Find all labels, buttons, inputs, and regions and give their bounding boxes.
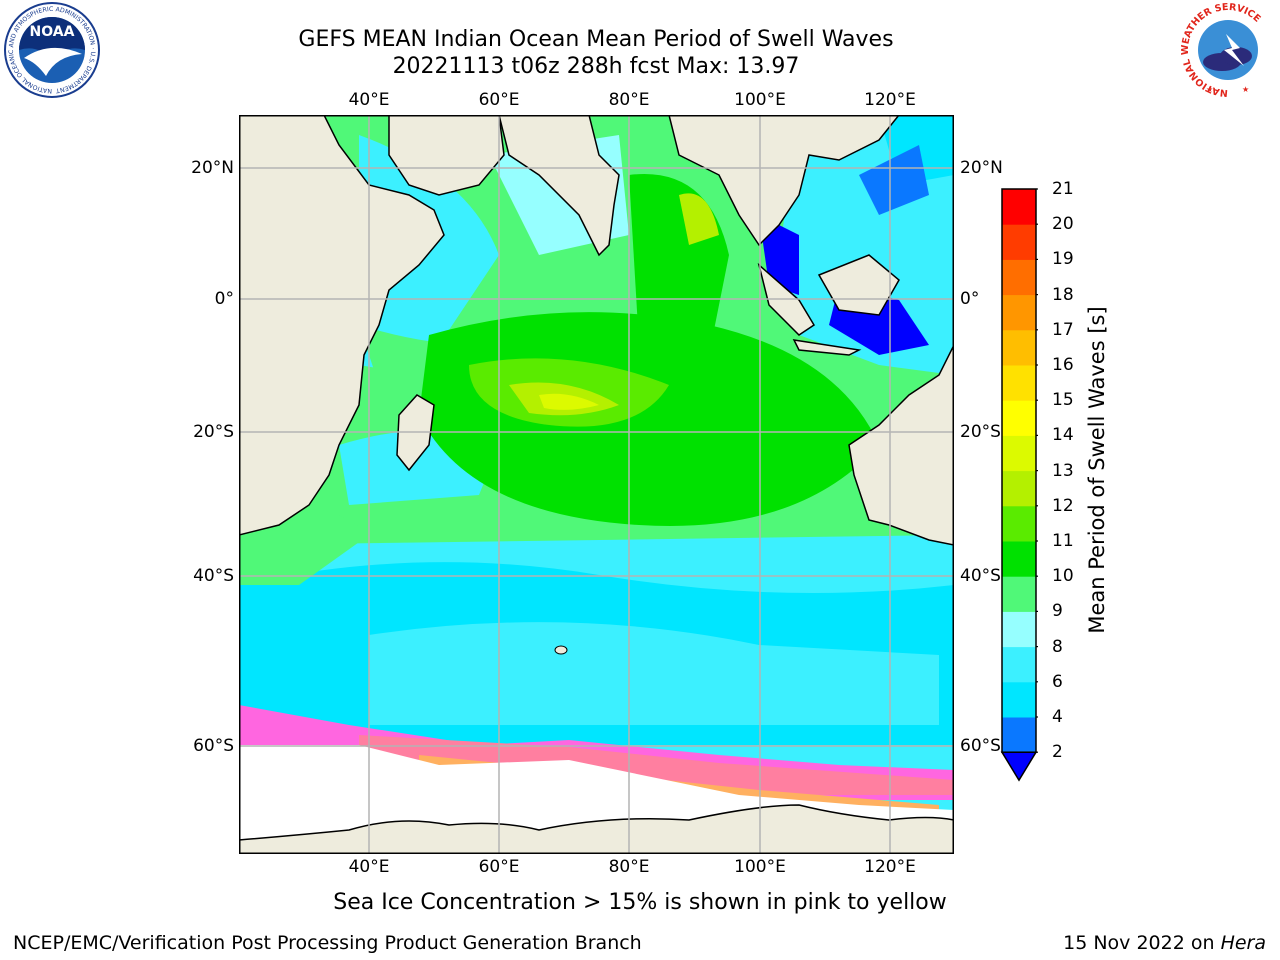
noaa-logo: NATIONAL OCEANIC AND ATMOSPHERIC ADMINIS…	[0, 0, 104, 100]
forecast-subtitle: 20221113 t06z 288h fcst Max: 13.97	[392, 54, 800, 79]
colorbar-segment	[1002, 505, 1036, 542]
colorbar-segment	[1002, 681, 1036, 718]
colorbar-tick-label: 16	[1052, 355, 1074, 375]
colorbar-segment	[1002, 470, 1036, 507]
colorbar-label: Mean Period of Swell Waves [s]	[1085, 306, 1109, 634]
lat-label-left-20n: 20°N	[191, 158, 234, 178]
colorbar-tick-label: 17	[1052, 319, 1074, 340]
colorbar-tick-label: 21	[1052, 179, 1074, 199]
lat-label-left-0: 0°	[214, 289, 234, 309]
lat-label-left-20s: 20°S	[193, 422, 234, 442]
colorbar-tick-label: 11	[1052, 531, 1074, 551]
lon-label-bottom-100e: 100°E	[734, 857, 786, 877]
colorbar-tick-label: 15	[1052, 390, 1074, 411]
colorbar-segment	[1002, 646, 1036, 683]
colorbar-segment	[1002, 576, 1036, 612]
nws-logo: NATIONAL WEATHER SERVICE ★ ★	[1176, 0, 1280, 100]
footer-host: Hera	[1220, 932, 1266, 954]
lon-label-top-80e: 80°E	[608, 90, 650, 110]
colorbar-segment	[1002, 365, 1036, 401]
lat-label-right-40s: 40°S	[960, 566, 1001, 586]
lon-label-top-40e: 40°E	[348, 90, 390, 110]
colorbar-segment	[1002, 294, 1036, 331]
footer-date: 15 Nov 2022 on Hera	[1063, 932, 1266, 954]
colorbar-tick-label: 4	[1052, 707, 1063, 727]
map-title: GEFS MEAN Indian Ocean Mean Period of Sw…	[298, 27, 894, 52]
footer-date-text: 15 Nov 2022 on	[1063, 932, 1221, 954]
lon-label-bottom-120e: 120°E	[864, 857, 916, 877]
colorbar	[1000, 188, 1038, 782]
colorbar-tick-label: 18	[1052, 284, 1074, 305]
colorbar-segment	[1002, 435, 1036, 472]
svg-text:NOAA: NOAA	[30, 24, 75, 40]
lon-label-bottom-80e: 80°E	[608, 857, 650, 877]
colorbar-segment	[1002, 400, 1036, 436]
colorbar-tick-label: 14	[1052, 425, 1074, 446]
colorbar-segment	[1002, 541, 1036, 577]
lat-label-right-20n: 20°N	[960, 158, 1003, 178]
colorbar-tick-label: 12	[1052, 495, 1074, 516]
colorbar-tick-label: 6	[1052, 671, 1063, 692]
lat-label-left-60s: 60°S	[193, 736, 234, 756]
colorbar-tick-label: 20	[1052, 214, 1074, 235]
lat-label-right-60s: 60°S	[960, 736, 1001, 756]
colorbar-segment	[1002, 259, 1036, 296]
lon-label-bottom-60e: 60°E	[478, 857, 520, 877]
ocean-map	[239, 115, 954, 854]
colorbar-tick-label: 2	[1052, 742, 1063, 763]
colorbar-tick-labels: 2 4 6 8 9 10 11 12 13 14 15 16 17 18 19 20 21	[1052, 0, 1092, 800]
colorbar-tick-label: 19	[1052, 249, 1074, 270]
colorbar-segment	[1002, 224, 1036, 260]
lat-label-right-0: 0°	[960, 289, 980, 309]
sea-ice-caption: Sea Ice Concentration > 15% is shown in …	[333, 890, 947, 915]
colorbar-segment	[1002, 189, 1036, 225]
colorbar-segment	[1002, 717, 1036, 753]
colorbar-segment	[1002, 329, 1036, 366]
lon-label-top-60e: 60°E	[478, 90, 520, 110]
lat-label-right-20s: 20°S	[960, 422, 1001, 442]
svg-text:★: ★	[1242, 85, 1249, 94]
lon-label-top-120e: 120°E	[864, 90, 916, 110]
colorbar-tick-label: 8	[1052, 636, 1063, 657]
colorbar-tick-label: 10	[1052, 566, 1074, 587]
footer-branch: NCEP/EMC/Verification Post Processing Pr…	[13, 932, 642, 954]
colorbar-tick-label: 13	[1052, 460, 1074, 481]
lon-label-top-100e: 100°E	[734, 90, 786, 110]
svg-text:★: ★	[1206, 85, 1213, 94]
colorbar-extension	[1000, 751, 1038, 782]
lon-label-bottom-40e: 40°E	[348, 857, 390, 877]
colorbar-tick-label: 9	[1052, 601, 1063, 622]
colorbar-segment	[1002, 611, 1036, 648]
lat-label-left-40s: 40°S	[193, 566, 234, 586]
